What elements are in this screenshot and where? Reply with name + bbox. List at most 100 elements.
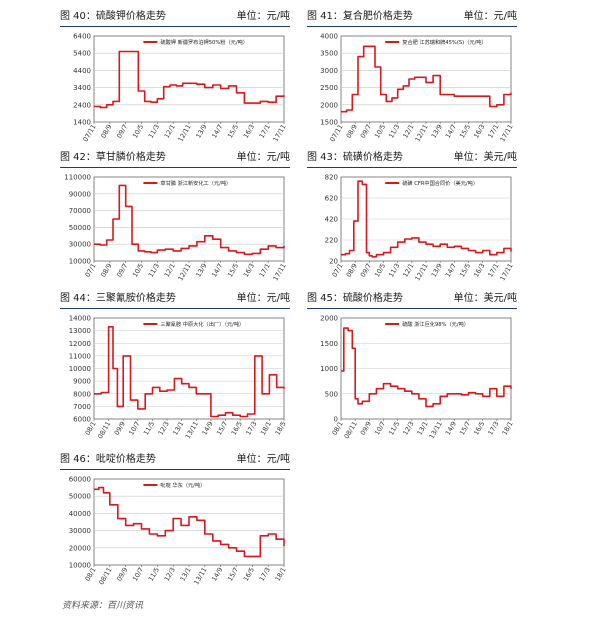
fig40-rule: [60, 26, 290, 27]
x-tick-label: 13/9: [194, 262, 208, 279]
y-tick-label: 60000: [69, 476, 91, 484]
x-tick-label: 17/11: [498, 123, 514, 143]
y-tick-label: 5400: [73, 50, 91, 58]
x-tick-label: 12/11: [176, 262, 192, 282]
legend-label: 硫磺 CFR中国合同价（美元/吨）: [402, 179, 478, 187]
fig42-unit: 单位：元/吨: [236, 152, 290, 163]
fig43-header: 图 43：硫磺价格走势 单位：美元/吨: [307, 151, 517, 168]
x-tick-label: 11/5: [142, 420, 156, 437]
y-tick-label: 2000: [320, 101, 338, 109]
x-tick-label: 17/1: [486, 262, 500, 279]
y-tick-label: 13000: [69, 327, 91, 335]
x-tick-label: 09/9: [115, 566, 129, 583]
x-tick-label: 08/11: [97, 566, 113, 586]
plot-frame: [93, 35, 285, 123]
x-tick-label: 10/5: [373, 123, 387, 140]
y-tick-label: 1500: [320, 119, 338, 127]
x-tick-label: 17/11: [271, 262, 287, 282]
x-tick-label: 13/11: [184, 420, 200, 440]
x-tick-label: 12/3: [163, 566, 177, 583]
x-tick-label: 12/1: [163, 262, 177, 279]
fig41-unit: 单位：元/吨: [463, 11, 517, 22]
x-tick-label: 12/1: [163, 123, 177, 140]
y-tick-label: 1000: [320, 365, 338, 373]
x-tick-label: 09/7: [359, 123, 373, 140]
x-tick-label: 17/3: [486, 420, 500, 437]
y-tick-label: 220: [325, 237, 338, 245]
fig44-unit: 单位：元/吨: [236, 293, 290, 304]
x-tick-label: 08/9: [99, 262, 113, 279]
x-tick-label: 16/3: [472, 262, 486, 279]
x-tick-label: 15/7: [458, 420, 472, 437]
fig44-header: 图 44：三聚氰胺价格走势 单位：元/吨: [60, 292, 290, 309]
x-tick-label: 18/1: [259, 420, 273, 437]
y-tick-label: 820: [325, 174, 338, 182]
x-tick-label: 12/3: [157, 420, 171, 437]
x-tick-label: 12/11: [413, 262, 429, 282]
fig46-unit: 单位：元/吨: [236, 454, 290, 465]
x-tick-label: 08/11: [343, 420, 359, 440]
x-tick-label: 13/1: [178, 566, 192, 583]
x-tick-label: 17/11: [498, 262, 514, 282]
x-tick-label: 15/5: [226, 123, 240, 140]
x-tick-label: 09/7: [115, 262, 129, 279]
y-tick-label: 20000: [69, 544, 91, 552]
x-tick-label: 17/1: [258, 123, 272, 140]
y-tick-label: 50000: [69, 224, 91, 232]
y-tick-label: 3400: [73, 84, 91, 92]
y-tick-label: 3000: [320, 67, 338, 75]
fig45-unit: 单位：美元/吨: [453, 293, 517, 304]
x-tick-label: 10/7: [127, 420, 141, 437]
x-tick-label: 13/11: [192, 566, 208, 586]
y-tick-label: 10000: [69, 562, 91, 570]
y-tick-label: 12000: [69, 340, 91, 348]
fig40-title: 图 40：硫酸钾价格走势: [60, 11, 166, 22]
y-tick-label: 4000: [320, 33, 338, 41]
y-tick-label: 2400: [73, 101, 91, 109]
y-tick-label: 420: [325, 216, 338, 224]
fig42-header: 图 42：草甘膦价格走势 单位：元/吨: [60, 151, 290, 168]
x-tick-label: 14/9: [444, 420, 458, 437]
fig46-header: 图 46：吡啶价格走势 单位：元/吨: [60, 453, 290, 470]
x-tick-label: 18/1: [500, 420, 514, 437]
y-tick-label: 0: [334, 416, 338, 424]
fig45-header: 图 45：硫酸价格走势 单位：美元/吨: [307, 292, 517, 309]
x-tick-label: 16/5: [472, 420, 486, 437]
x-tick-label: 14/7: [210, 123, 224, 140]
x-tick-label: 15/7: [215, 420, 229, 437]
x-tick-label: 14/9: [210, 566, 224, 583]
y-tick-label: 10000: [69, 258, 91, 266]
x-tick-label: 09/7: [359, 262, 373, 279]
y-tick-label: 30000: [69, 241, 91, 249]
x-tick-label: 12/3: [401, 420, 415, 437]
y-tick-label: 1400: [73, 119, 91, 127]
fig44-rule: [60, 308, 290, 309]
legend-label: 三聚氰胺 中原大化（出厂）（元/吨）: [160, 320, 244, 328]
x-tick-label: 17/11: [271, 123, 287, 143]
x-tick-label: 14/7: [444, 262, 458, 279]
x-tick-label: 10/5: [131, 123, 145, 140]
fig40-header: 图 40：硫酸钾价格走势 单位：元/吨: [60, 10, 290, 27]
x-tick-label: 17/1: [258, 262, 272, 279]
y-tick-label: 14000: [69, 315, 91, 323]
legend-label: 复合肥 江苏瑞和牌45%(S)（元/吨）: [402, 38, 487, 46]
x-tick-label: 13/1: [415, 420, 429, 437]
x-tick-label: 09/9: [359, 420, 373, 437]
y-tick-label: 50000: [69, 493, 91, 501]
x-tick-label: 11/3: [387, 123, 401, 140]
series-line: [94, 184, 285, 256]
legend-label: 硫酸钾 新疆罗布泊钾50%粉（元/吨）: [160, 38, 248, 46]
fig42-rule: [60, 167, 290, 168]
x-tick-label: 13/1: [171, 420, 185, 437]
fig45-rule: [307, 308, 517, 309]
y-tick-label: 4400: [73, 67, 91, 75]
x-tick-label: 17/3: [244, 420, 258, 437]
x-tick-label: 15/5: [226, 262, 240, 279]
x-tick-label: 08/9: [345, 123, 359, 140]
series-line: [94, 486, 285, 558]
x-tick-label: 11/3: [147, 262, 161, 279]
x-tick-label: 16/5: [230, 420, 244, 437]
